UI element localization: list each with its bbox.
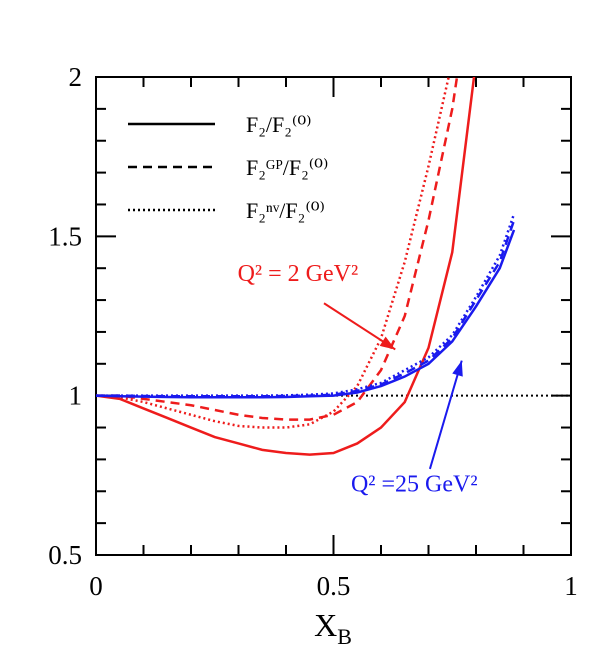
arrow-head: [452, 360, 463, 377]
legend-label: F₂ⁿᵛ/F₂⁽⁰⁾: [246, 198, 325, 223]
x-axis-label: XB: [314, 607, 352, 649]
series-line: [96, 77, 476, 456]
x-label-main: X: [314, 607, 337, 643]
y-tick-label: 1: [69, 381, 83, 411]
series-line: [96, 219, 516, 398]
legend-label: F₂ᴳᴾ/F₂⁽⁰⁾: [246, 155, 328, 180]
annotation: Q² =25 GeV²: [351, 471, 478, 497]
annotation-arrow: [428, 360, 463, 470]
plot-area: [96, 77, 516, 456]
x-tick-label: 1: [564, 571, 578, 601]
x-tick-label: 0: [89, 571, 103, 601]
x-tick-label: 0.5: [317, 571, 351, 601]
plot-frame: [95, 76, 572, 556]
y-tick-label: 0.5: [48, 540, 82, 570]
series-line: [96, 77, 459, 421]
legend-label: F₂/F₂⁽⁰⁾: [246, 112, 312, 137]
y-tick-label: 1.5: [48, 221, 82, 251]
x-label-sub: B: [337, 624, 352, 649]
arrow-head: [379, 336, 396, 350]
y-tick-label: 2: [69, 62, 83, 92]
annotation: Q² = 2 GeV²: [238, 261, 359, 287]
series-line: [96, 77, 450, 429]
series-line: [96, 213, 516, 397]
